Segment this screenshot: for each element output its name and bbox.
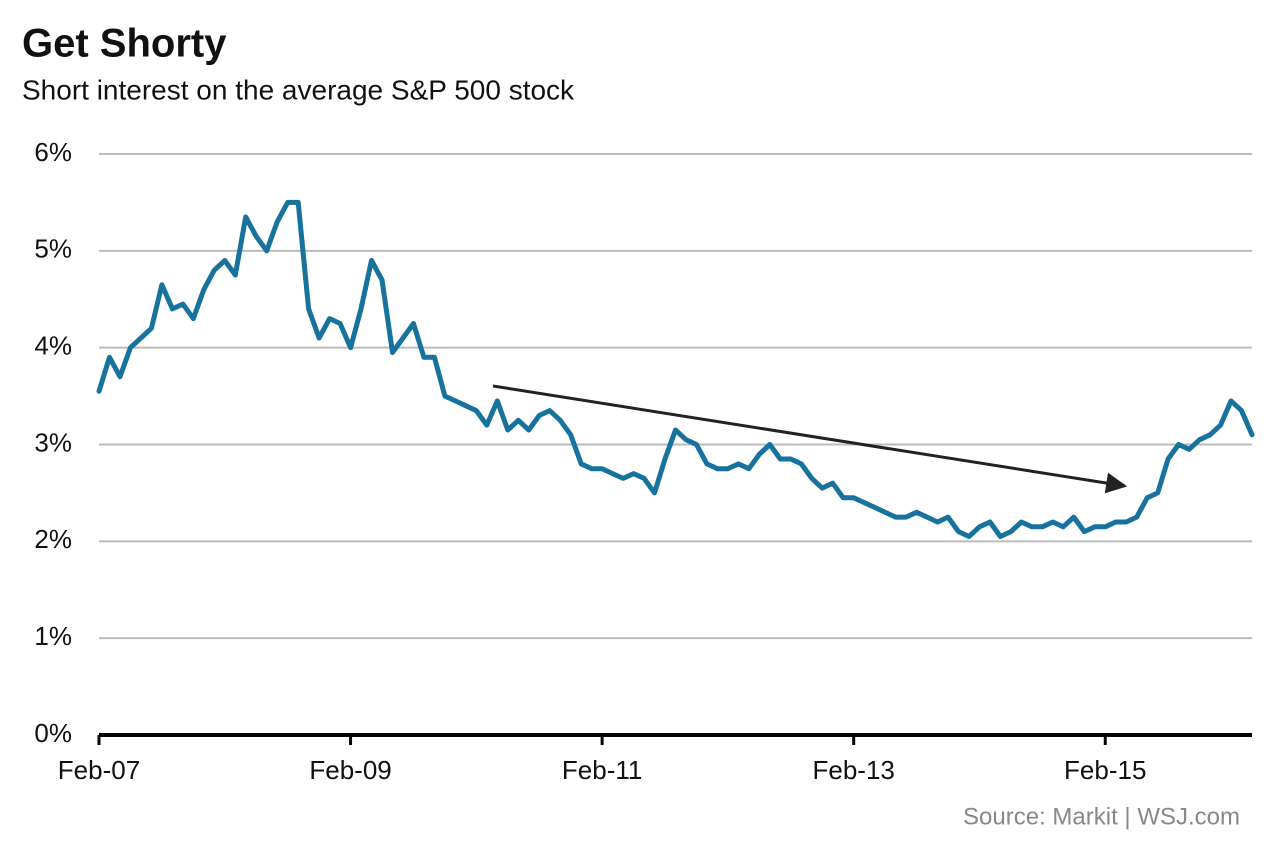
x-tick-label: Feb-13: [812, 755, 894, 785]
y-tick-label: 0%: [34, 718, 72, 748]
chart-title: Get Shorty: [22, 22, 227, 66]
x-tick-label: Feb-11: [562, 755, 642, 785]
y-tick-label: 5%: [34, 234, 72, 264]
y-tick-label: 6%: [34, 137, 72, 167]
y-tick-label: 1%: [34, 621, 72, 651]
y-tick-label: 4%: [34, 331, 72, 361]
y-tick-label: 2%: [34, 524, 72, 554]
x-tick-label: Feb-15: [1064, 755, 1146, 785]
plot-area: 0% 1% 2% 3% 4% 5% 6% Feb-07 Feb-09 Feb-11 Feb-13 Fe…: [34, 137, 1255, 785]
y-tick-label: 3%: [34, 427, 72, 457]
x-tick-label: Feb-07: [58, 755, 140, 785]
chart-subtitle: Short interest on the average S&P 500 st…: [22, 74, 575, 105]
x-tick-label: Feb-09: [309, 755, 391, 785]
line: [96, 199, 1255, 539]
source: Source: Markit | WSJ.com: [963, 803, 1240, 830]
trend-arrow: [492, 384, 1128, 494]
